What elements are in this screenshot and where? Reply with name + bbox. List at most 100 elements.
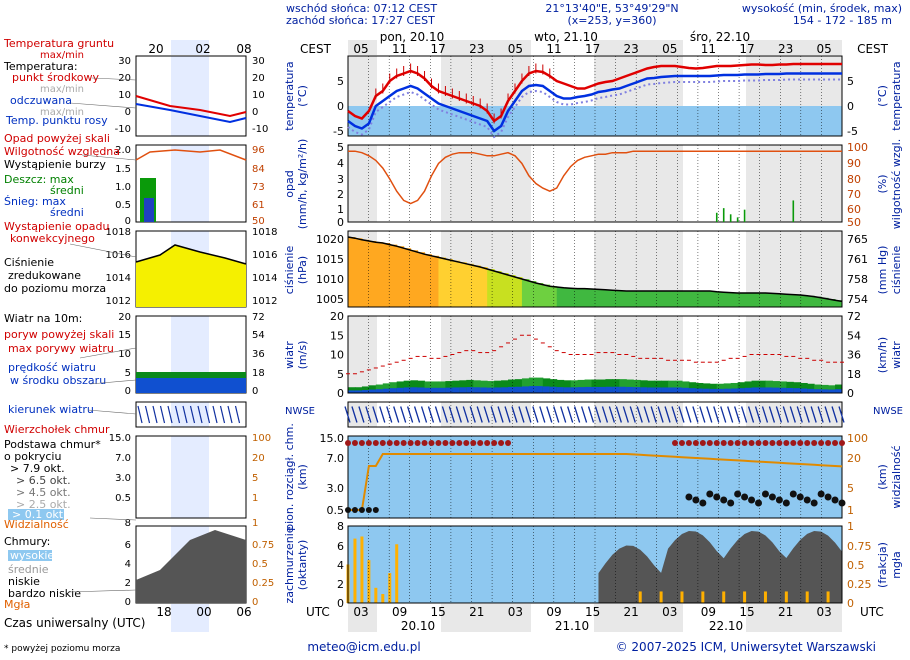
local-hour-tick: 17 xyxy=(585,42,600,56)
legend-utc-title: Czas uniwersalny (UTC) xyxy=(4,616,145,630)
pressure-area xyxy=(577,288,586,307)
wind-speed-inner xyxy=(807,388,815,393)
tick-cl-L: 2 xyxy=(337,578,344,591)
wind-speed-inner xyxy=(626,386,634,393)
pressure-area xyxy=(744,293,753,307)
local-hour-tick: 17 xyxy=(739,42,754,56)
wind-arrow xyxy=(539,406,546,423)
pressure-area xyxy=(459,262,467,307)
wind-speed-area xyxy=(786,381,794,393)
legend-tick: 1016 xyxy=(252,250,277,261)
cloud-base-dot xyxy=(734,490,742,498)
wind-speed-area xyxy=(354,387,363,393)
wind-arrow xyxy=(601,406,609,423)
wind-speed-area xyxy=(514,379,523,393)
wind-speed-inner xyxy=(779,387,787,393)
tick-wind-R: 18 xyxy=(847,368,861,381)
pressure-area xyxy=(556,287,565,307)
wind-speed-area xyxy=(758,380,766,393)
legend-clouds-high: wysokie xyxy=(10,549,54,562)
pressure-area xyxy=(612,290,620,307)
legend-tick: 61 xyxy=(252,200,265,211)
wind-speed-area xyxy=(487,381,495,393)
wind-arrow xyxy=(692,406,699,423)
wind-speed-area xyxy=(521,378,530,393)
wind-speed-area xyxy=(542,378,551,393)
wind-speed-area xyxy=(494,380,502,393)
cloud-top-dot xyxy=(672,440,679,446)
legend-felt-line xyxy=(135,103,247,124)
wind-speed-inner xyxy=(501,387,509,393)
wind-speed-inner xyxy=(675,387,683,393)
tick-precip-R: 50 xyxy=(847,216,861,229)
pressure-area xyxy=(403,248,412,307)
legend-leader xyxy=(91,77,137,81)
legend-local-tick: 08 xyxy=(236,42,251,56)
legend-wind-inner xyxy=(136,378,246,393)
cloud-base-dot xyxy=(372,507,379,513)
wind-arrow xyxy=(768,406,776,423)
elevation-values: 154 - 172 - 185 m xyxy=(793,14,892,27)
wind-arrow xyxy=(372,406,379,423)
legend-night xyxy=(171,56,209,136)
legend-rain-above: Opad powyżej skali xyxy=(4,132,110,145)
cloud-base-dot xyxy=(741,493,749,501)
wind-arrow xyxy=(532,406,539,423)
local-hour-tick: 05 xyxy=(353,42,368,56)
wind-arrow xyxy=(358,406,365,423)
legend-tick: 1014 xyxy=(106,273,131,284)
cloud-top-dot xyxy=(400,440,407,446)
pressure-area xyxy=(688,291,697,307)
elevation-label: wysokość (min, środek, max) xyxy=(742,2,902,15)
legend-tick: 20 xyxy=(118,312,131,323)
pres-ylabel-left: ciśnienie xyxy=(283,246,296,295)
legend-tick: 1.5 xyxy=(115,164,131,175)
wind-speed-inner xyxy=(716,388,725,393)
fog-bar xyxy=(638,591,642,603)
pressure-area xyxy=(396,246,405,307)
cl-ylabel-left-unit: (oktanty) xyxy=(296,540,309,591)
wind-arrow xyxy=(671,406,678,423)
wind-speed-area xyxy=(716,383,725,393)
tick-precip-L: 5 xyxy=(337,141,344,154)
wind-speed-inner xyxy=(528,386,537,393)
legend-tick: 4 xyxy=(125,559,131,570)
legend-tick: 0 xyxy=(125,386,131,397)
cloud-base-dot xyxy=(699,499,707,507)
cloud-top-dot xyxy=(776,440,783,446)
utc-hour-tick: 09 xyxy=(546,605,561,619)
fog-bar xyxy=(763,591,767,603)
tick-temp-R: 5 xyxy=(847,75,854,88)
wind-speed-area xyxy=(668,380,676,393)
wind-speed-area xyxy=(675,380,683,393)
wind-arrow xyxy=(476,406,483,423)
legend-tick: 1014 xyxy=(252,273,277,284)
cloud-top-dot xyxy=(692,440,699,446)
cloud-top-dot xyxy=(748,440,755,446)
fog-bar xyxy=(374,587,378,603)
legend-tick: 96 xyxy=(252,145,265,156)
fog-bar xyxy=(367,560,371,603)
tick-wind-L: 0 xyxy=(337,387,344,400)
pressure-area xyxy=(793,294,801,307)
wind-speed-inner xyxy=(424,387,432,393)
cloud-top-dot xyxy=(435,440,442,446)
legend-tick: 10 xyxy=(118,90,131,101)
cloud-top-dot xyxy=(720,440,727,446)
right-tz: CEST xyxy=(857,42,889,56)
pres-ylabel-left-unit: (hPa) xyxy=(296,256,309,284)
cb-ylabel-right: widzialność xyxy=(890,445,903,508)
legend-visibility: Widzialność xyxy=(4,518,69,531)
legend-leader xyxy=(69,243,137,258)
precip-bar xyxy=(743,209,746,222)
tick-precip-L: 1 xyxy=(337,203,344,216)
legend-mid-point: punkt środkowy xyxy=(12,71,100,84)
legend-tick: 0 xyxy=(125,597,131,608)
legend-clouds-top: Wierzchołek chmur xyxy=(4,423,110,436)
wind-arrow xyxy=(727,406,734,423)
legend-humidity-line xyxy=(135,149,247,161)
coords-text: 21°13'40"E, 53°49'29"N xyxy=(545,2,678,15)
tick-cl-R: 1 xyxy=(847,520,854,533)
wind-speed-inner xyxy=(598,386,606,393)
